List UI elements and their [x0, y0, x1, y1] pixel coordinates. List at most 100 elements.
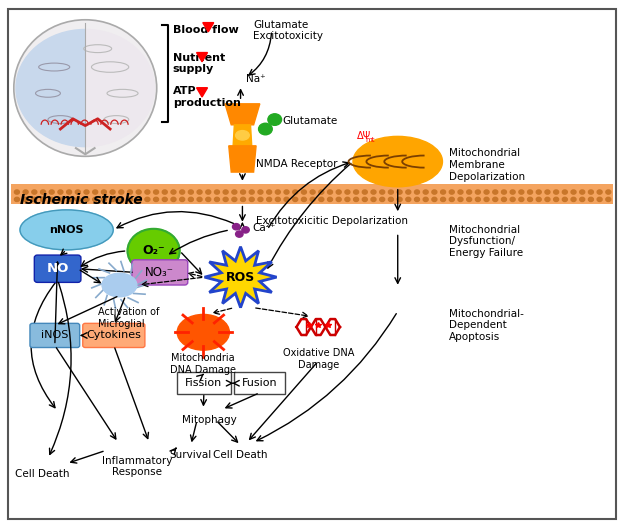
- Circle shape: [510, 190, 515, 194]
- Circle shape: [127, 190, 132, 194]
- Circle shape: [258, 197, 263, 202]
- Text: Inflammatory
Response: Inflammatory Response: [102, 456, 172, 477]
- Circle shape: [345, 197, 350, 202]
- Circle shape: [145, 197, 150, 202]
- Circle shape: [510, 197, 515, 202]
- Circle shape: [484, 197, 489, 202]
- Circle shape: [319, 197, 324, 202]
- Circle shape: [49, 190, 54, 194]
- Circle shape: [345, 190, 350, 194]
- Circle shape: [562, 190, 567, 194]
- FancyBboxPatch shape: [11, 184, 613, 204]
- Circle shape: [310, 190, 315, 194]
- Wedge shape: [16, 30, 85, 147]
- Circle shape: [328, 197, 333, 202]
- Circle shape: [223, 190, 228, 194]
- Circle shape: [371, 190, 376, 194]
- Circle shape: [162, 190, 167, 194]
- Circle shape: [249, 197, 254, 202]
- Circle shape: [588, 197, 593, 202]
- Circle shape: [67, 190, 72, 194]
- Circle shape: [606, 197, 611, 202]
- Circle shape: [232, 197, 237, 202]
- FancyBboxPatch shape: [34, 255, 81, 282]
- Ellipse shape: [177, 314, 230, 350]
- Text: NO₃⁻: NO₃⁻: [145, 266, 174, 279]
- Text: Fusion: Fusion: [242, 378, 278, 388]
- Polygon shape: [197, 88, 208, 97]
- Circle shape: [76, 197, 80, 202]
- FancyBboxPatch shape: [83, 323, 145, 347]
- Polygon shape: [233, 125, 251, 146]
- Circle shape: [127, 229, 180, 273]
- Circle shape: [23, 190, 28, 194]
- Circle shape: [493, 190, 498, 194]
- Text: NMDA Receptor: NMDA Receptor: [256, 159, 338, 169]
- Circle shape: [371, 197, 376, 202]
- Circle shape: [467, 197, 472, 202]
- Text: Ischemic stroke: Ischemic stroke: [20, 193, 143, 207]
- Circle shape: [354, 197, 359, 202]
- Circle shape: [588, 190, 593, 194]
- Text: Mitophagy: Mitophagy: [182, 414, 237, 425]
- Circle shape: [275, 197, 280, 202]
- Circle shape: [127, 197, 132, 202]
- Circle shape: [49, 197, 54, 202]
- Circle shape: [110, 190, 115, 194]
- Circle shape: [233, 223, 240, 230]
- Circle shape: [58, 197, 63, 202]
- Text: ATP
production: ATP production: [173, 87, 241, 108]
- Circle shape: [180, 190, 185, 194]
- Circle shape: [502, 190, 507, 194]
- Circle shape: [553, 197, 558, 202]
- Circle shape: [397, 197, 402, 202]
- Text: Mitochondrial
Membrane
Depolarization: Mitochondrial Membrane Depolarization: [449, 148, 525, 182]
- Circle shape: [249, 190, 254, 194]
- Circle shape: [293, 197, 298, 202]
- FancyBboxPatch shape: [7, 10, 617, 518]
- Polygon shape: [203, 23, 214, 32]
- Circle shape: [597, 197, 602, 202]
- Circle shape: [441, 197, 446, 202]
- Circle shape: [162, 197, 167, 202]
- Text: Na⁺: Na⁺: [245, 74, 265, 84]
- Circle shape: [301, 190, 306, 194]
- Text: ΔΨ: ΔΨ: [358, 130, 372, 140]
- Circle shape: [241, 197, 245, 202]
- Text: Nutrient
supply: Nutrient supply: [173, 53, 225, 74]
- Circle shape: [493, 197, 498, 202]
- Circle shape: [154, 190, 158, 194]
- Circle shape: [232, 190, 237, 194]
- Circle shape: [545, 190, 550, 194]
- Circle shape: [406, 197, 411, 202]
- Circle shape: [553, 190, 558, 194]
- Circle shape: [423, 190, 428, 194]
- Circle shape: [406, 190, 411, 194]
- Circle shape: [597, 190, 602, 194]
- Text: Activation of
Microglial: Activation of Microglial: [98, 307, 159, 328]
- FancyBboxPatch shape: [132, 260, 188, 285]
- Text: Cell Death: Cell Death: [14, 469, 69, 479]
- Circle shape: [275, 190, 280, 194]
- Text: Excitotoxicitic Depolarization: Excitotoxicitic Depolarization: [256, 215, 408, 225]
- Circle shape: [363, 190, 368, 194]
- Circle shape: [441, 190, 446, 194]
- Circle shape: [388, 197, 393, 202]
- Circle shape: [449, 190, 454, 194]
- Circle shape: [502, 197, 507, 202]
- Circle shape: [215, 197, 220, 202]
- Circle shape: [236, 231, 243, 237]
- FancyBboxPatch shape: [235, 372, 285, 394]
- Circle shape: [397, 190, 402, 194]
- Circle shape: [284, 190, 289, 194]
- Circle shape: [258, 190, 263, 194]
- Circle shape: [268, 114, 281, 125]
- Circle shape: [58, 190, 63, 194]
- Circle shape: [258, 123, 272, 135]
- Circle shape: [23, 197, 28, 202]
- Polygon shape: [197, 53, 208, 62]
- Circle shape: [414, 190, 419, 194]
- Circle shape: [571, 190, 576, 194]
- Text: Ca²⁺: Ca²⁺: [252, 223, 276, 233]
- Circle shape: [93, 197, 98, 202]
